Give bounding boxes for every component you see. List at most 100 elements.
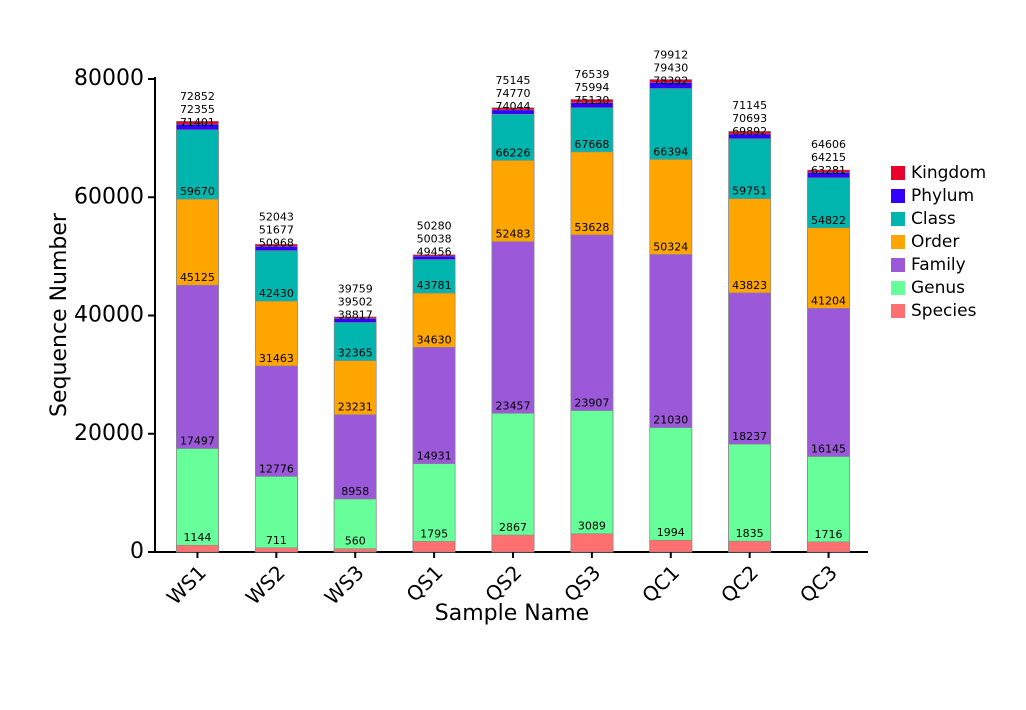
value-label: 78392 xyxy=(653,75,688,88)
value-label: 52483 xyxy=(496,228,531,241)
value-label: 70693 xyxy=(732,112,767,125)
value-label: 50038 xyxy=(417,233,452,246)
value-label: 79912 xyxy=(653,49,688,62)
value-label: 50968 xyxy=(259,237,294,250)
y-tick-label: 40000 xyxy=(74,303,144,328)
value-label: 41204 xyxy=(811,294,846,307)
value-label: 21030 xyxy=(653,414,688,427)
bar xyxy=(412,463,456,553)
value-label: 72852 xyxy=(180,90,215,103)
value-label: 59751 xyxy=(732,185,767,198)
y-tick-label: 80000 xyxy=(74,66,144,91)
legend-label: Class xyxy=(911,209,956,229)
x-tick-label: QS1 xyxy=(401,560,447,606)
value-label: 14931 xyxy=(417,450,452,463)
bar xyxy=(412,541,456,553)
value-label: 23907 xyxy=(574,397,609,410)
bar xyxy=(255,476,298,553)
value-label: 1144 xyxy=(183,531,211,544)
value-label: 16145 xyxy=(811,443,846,456)
legend-swatch xyxy=(891,258,905,272)
value-label: 17497 xyxy=(180,435,215,448)
bar xyxy=(570,533,614,553)
value-label: 64215 xyxy=(811,151,846,164)
value-label: 50280 xyxy=(417,220,452,233)
legend-label: Kingdom xyxy=(911,163,986,183)
value-label: 42430 xyxy=(259,287,294,300)
bar xyxy=(491,413,535,553)
value-label: 32365 xyxy=(338,347,373,360)
x-tick-label: QC1 xyxy=(637,560,684,607)
legend-label: Species xyxy=(911,301,977,321)
bar xyxy=(728,443,771,553)
x-tick-label: WS3 xyxy=(320,560,369,609)
legend-swatch xyxy=(891,189,905,203)
legend-swatch xyxy=(891,304,905,318)
y-tick-label: 60000 xyxy=(74,184,144,209)
value-label: 45125 xyxy=(180,271,215,284)
value-label: 18237 xyxy=(732,430,767,443)
x-tick-label: WS1 xyxy=(162,560,211,609)
value-label: 8958 xyxy=(341,485,369,498)
value-label: 1716 xyxy=(815,528,843,541)
value-label: 39502 xyxy=(338,295,373,308)
value-label: 72355 xyxy=(180,103,215,116)
x-tick-label: QC3 xyxy=(795,560,842,607)
value-label: 66394 xyxy=(653,145,688,158)
legend-label: Phylum xyxy=(911,186,974,206)
legend-swatch xyxy=(891,212,905,226)
value-label: 43781 xyxy=(417,279,452,292)
legend-swatch xyxy=(891,166,905,180)
value-label: 53628 xyxy=(574,221,609,234)
x-axis-label: Sample Name xyxy=(435,601,589,626)
y-tick-label: 0 xyxy=(130,539,144,564)
value-label: 23457 xyxy=(496,399,531,412)
value-label: 67668 xyxy=(574,138,609,151)
value-label: 79430 xyxy=(653,62,688,75)
legend-label: Genus xyxy=(911,278,965,298)
value-label: 52043 xyxy=(259,211,294,224)
value-label: 66226 xyxy=(496,146,531,159)
value-label: 1835 xyxy=(736,527,764,540)
value-label: 38817 xyxy=(338,308,373,321)
value-label: 74044 xyxy=(496,100,531,113)
value-label: 51677 xyxy=(259,224,294,237)
value-label: 711 xyxy=(266,534,287,547)
bar xyxy=(491,534,535,553)
value-label: 71145 xyxy=(732,99,767,112)
x-tick-label: QC2 xyxy=(716,560,763,607)
bar xyxy=(570,410,614,553)
y-tick-label: 20000 xyxy=(74,421,144,446)
value-label: 3089 xyxy=(578,520,606,533)
value-label: 39759 xyxy=(338,282,373,295)
value-label: 74770 xyxy=(496,87,531,100)
legend-swatch xyxy=(891,235,905,249)
value-label: 64606 xyxy=(811,138,846,151)
value-label: 2867 xyxy=(499,521,527,534)
value-label: 560 xyxy=(345,535,366,548)
legend-label: Family xyxy=(911,255,966,275)
value-label: 1795 xyxy=(420,527,448,540)
legend-label: Order xyxy=(911,232,959,252)
value-label: 12776 xyxy=(259,462,294,475)
value-label: 63281 xyxy=(811,164,846,177)
value-label: 59670 xyxy=(180,185,215,198)
bar xyxy=(728,540,771,553)
value-label: 34630 xyxy=(417,333,452,346)
value-label: 69892 xyxy=(732,125,767,138)
value-label: 75130 xyxy=(574,94,609,107)
value-label: 31463 xyxy=(259,352,294,365)
bar xyxy=(807,456,850,553)
value-label: 23231 xyxy=(338,401,373,414)
bar xyxy=(333,548,377,553)
bar xyxy=(176,544,219,553)
bar xyxy=(649,427,693,553)
bar xyxy=(176,448,219,553)
value-label: 43823 xyxy=(732,279,767,292)
bar xyxy=(807,541,850,553)
y-axis-label: Sequence Number xyxy=(47,212,72,417)
x-tick-label: QS3 xyxy=(559,560,605,606)
value-label: 49456 xyxy=(417,246,452,259)
legend-swatch xyxy=(891,281,905,295)
